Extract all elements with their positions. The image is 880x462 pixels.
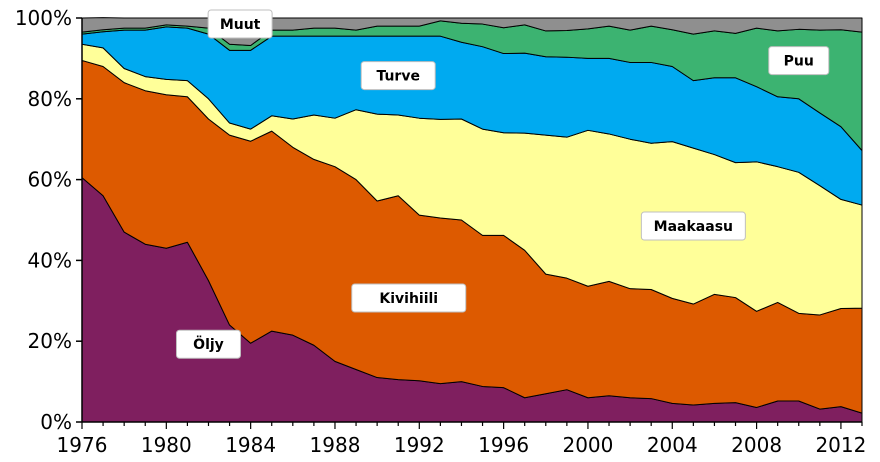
x-tick-label: 1988 <box>310 433 361 457</box>
x-tick-label: 1992 <box>394 433 445 457</box>
x-tick-label: 2004 <box>647 433 698 457</box>
x-tick-label: 1984 <box>225 433 276 457</box>
series-label-maakaasu: Maakaasu <box>640 211 746 241</box>
series-labels: Öljy Kivihiili Maakaasu Turve Puu Muut <box>175 9 830 359</box>
series-label-turve: Turve <box>360 61 436 91</box>
x-tick-label: 2000 <box>562 433 613 457</box>
area-layer <box>81 17 863 423</box>
series-label-box <box>207 9 273 39</box>
series-label-text: Kivihiili <box>379 291 438 307</box>
y-tick-label: 0% <box>40 410 72 434</box>
axes <box>76 17 863 429</box>
tick-labels: 0% 20% 40% 60% 80% 100% 1976 1980 1984 1988 1992 19… <box>15 6 867 457</box>
series-label-box <box>175 329 241 359</box>
series-label-kivihiili: Kivihiili <box>351 283 467 313</box>
series-label-text: Maakaasu <box>654 219 733 235</box>
series-label-puu: Puu <box>768 46 830 76</box>
x-tick-label: 1996 <box>478 433 529 457</box>
y-tick-label: 20% <box>28 329 72 353</box>
series-label-box <box>351 283 467 313</box>
series-label-oljy: Öljy <box>175 329 241 359</box>
series-label-box <box>360 61 436 91</box>
x-tick-label: 1976 <box>57 433 108 457</box>
series-label-text: Öljy <box>193 335 224 353</box>
y-tick-label: 100% <box>15 6 72 30</box>
area-muut <box>81 17 863 46</box>
x-tick-label: 2012 <box>815 433 866 457</box>
y-tick-label: 80% <box>28 87 72 111</box>
series-label-box <box>640 211 746 241</box>
series-label-text: Turve <box>376 69 420 85</box>
series-label-text: Puu <box>784 54 814 70</box>
series-label-text: Muut <box>220 17 261 33</box>
series-label-box <box>768 46 830 76</box>
y-tick-label: 60% <box>28 168 72 192</box>
x-tick-label: 1980 <box>141 433 192 457</box>
series-label-muut: Muut <box>207 9 273 39</box>
y-tick-label: 40% <box>28 248 72 272</box>
x-tick-label: 2008 <box>731 433 782 457</box>
